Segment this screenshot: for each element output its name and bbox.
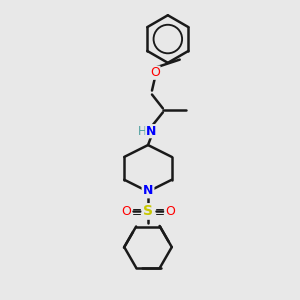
Text: N: N xyxy=(146,125,156,138)
Text: O: O xyxy=(121,205,131,218)
Text: N: N xyxy=(143,184,153,197)
Text: H: H xyxy=(138,125,146,138)
Text: O: O xyxy=(150,66,160,79)
Text: O: O xyxy=(165,205,175,218)
Text: S: S xyxy=(143,204,153,218)
